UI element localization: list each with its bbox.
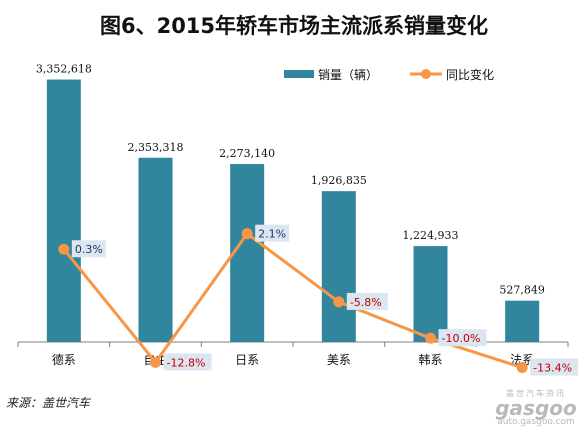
source-note: 来源：盖世汽车: [6, 396, 91, 410]
line-point: [516, 362, 528, 374]
pct-label: -12.8%: [167, 356, 206, 369]
legend-line-label: 同比变化: [446, 67, 494, 82]
legend-bar-swatch: [284, 70, 314, 78]
pct-label: 0.3%: [75, 243, 103, 256]
pct-label: 2.1%: [258, 228, 286, 241]
bar-value-label: 2,273,140: [219, 147, 275, 160]
bar-value-label: 527,849: [499, 284, 545, 297]
watermark-url: auto.gasgoo.com: [497, 417, 575, 427]
pct-label-group: -5.8%: [346, 292, 388, 310]
legend-line-marker: [421, 69, 431, 79]
bar: [46, 79, 81, 342]
pct-label-bg: [255, 224, 290, 242]
bar: [321, 191, 356, 342]
x-tick-label: 韩系: [418, 352, 442, 367]
pct-label-bg: [163, 353, 212, 371]
bar: [230, 164, 265, 342]
pct-label: -5.8%: [350, 296, 382, 309]
line-point: [333, 296, 345, 308]
legend: 销量（辆） 同比变化: [284, 67, 494, 82]
line-point: [58, 243, 70, 255]
pct-label-group: -12.8%: [163, 353, 212, 371]
x-tick-label: 美系: [327, 353, 351, 367]
watermark-cn: 盖世汽车资讯: [506, 389, 566, 398]
x-tick-label: 法系: [510, 353, 534, 367]
line-path: [62, 232, 523, 369]
watermark: 盖世汽车资讯 gasgoo auto.gasgoo.com: [488, 388, 584, 427]
bar-value-label: 2,353,318: [128, 141, 184, 154]
pct-label-group: -13.4%: [530, 358, 579, 376]
bar-series: [46, 79, 540, 342]
bar-value-labels: 3,352,618 2,353,318 2,273,140 1,926,835 1,22…: [36, 63, 545, 297]
pct-label-bg: [438, 329, 487, 347]
line-series: 0.3% -12.8% 2.1% -5.8% -10.0% -13.4%: [58, 224, 579, 376]
pct-label-bg: [346, 292, 388, 310]
bar: [413, 246, 448, 342]
bar-value-label: 1,224,933: [403, 229, 459, 242]
x-tick-label: 德系: [52, 352, 76, 367]
bar-value-label: 3,352,618: [36, 63, 92, 76]
line-point: [150, 356, 161, 368]
bar: [138, 157, 173, 342]
pct-label-group: 0.3%: [71, 240, 106, 258]
x-tick-label: 日系: [235, 353, 259, 367]
chart-title: 图6、2015年轿车市场主流派系销量变化: [99, 14, 489, 38]
legend-bar-label: 销量（辆）: [318, 68, 378, 82]
bar-value-label: 1,926,835: [311, 174, 367, 187]
pct-label-group: -10.0%: [438, 329, 487, 347]
pct-label: -10.0%: [442, 332, 481, 345]
bar: [505, 300, 540, 342]
pct-label-bg: [71, 240, 106, 258]
watermark-logo: gasgoo: [495, 396, 577, 420]
x-tick-labels: 德系自主日系美系韩系法系: [52, 352, 534, 367]
line-point: [425, 332, 436, 344]
pct-label: -13.4%: [533, 362, 572, 375]
pct-label-bg: [530, 358, 579, 376]
line-point: [241, 228, 253, 240]
pct-label-group: 2.1%: [255, 224, 290, 242]
